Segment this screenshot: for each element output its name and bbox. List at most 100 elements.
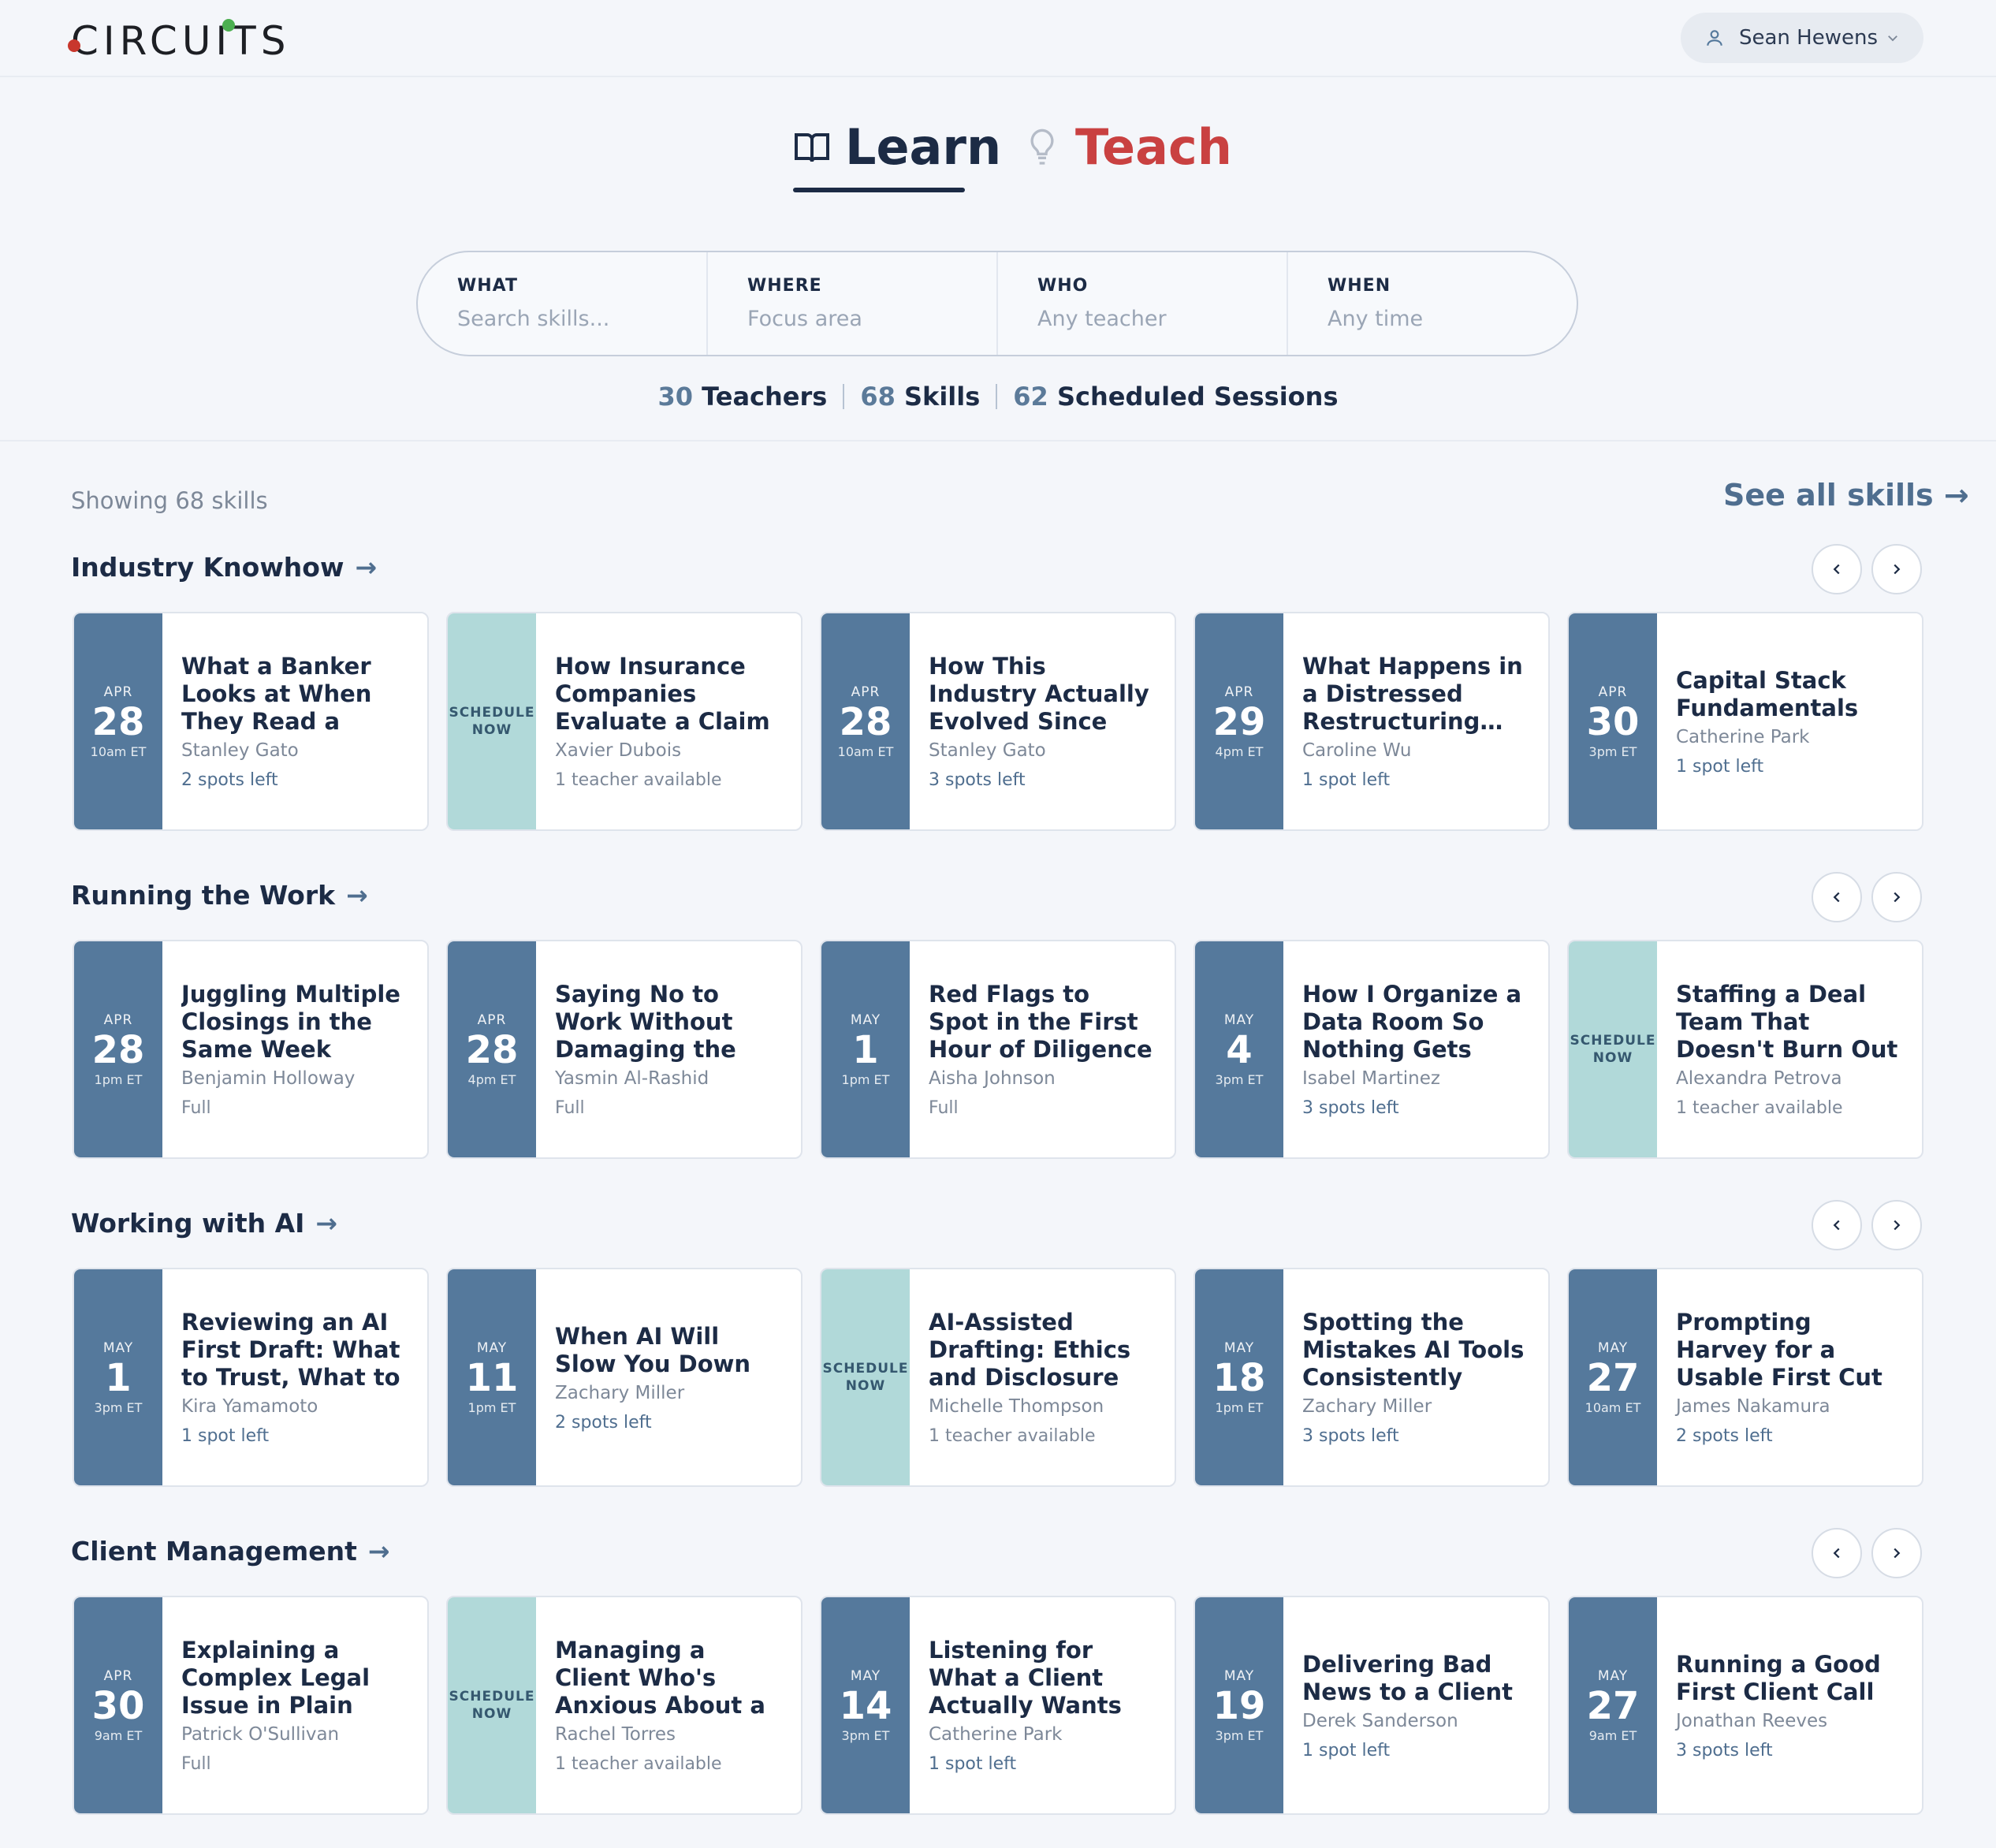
- active-tab-underline: [793, 188, 965, 192]
- card-availability: Full: [929, 1098, 959, 1118]
- date-day: 1: [105, 1355, 132, 1400]
- skill-card[interactable]: APR 28 1pm ET Juggling Multiple Closings in…: [73, 940, 429, 1159]
- skill-card[interactable]: MAY 1 3pm ET Reviewing an AI First Draft: W…: [73, 1268, 429, 1487]
- chevron-right-icon: [1894, 564, 1901, 575]
- logo[interactable]: CIRCUITS: [68, 17, 290, 65]
- search-where[interactable]: WHERE: [708, 252, 998, 355]
- section-title-label: Running the Work: [71, 880, 336, 911]
- chevron-left-icon: [1833, 892, 1840, 903]
- card-availability: 1 spot left: [929, 1754, 1017, 1774]
- skill-card[interactable]: APR 28 10am ET How This Industry Actually E…: [820, 612, 1176, 831]
- search-what[interactable]: WHAT: [418, 252, 708, 355]
- card-teacher: Michelle Thompson: [929, 1396, 1104, 1417]
- card-body: What a Banker Looks at When They Read a …: [162, 613, 427, 829]
- date-time: 10am ET: [1585, 1399, 1641, 1415]
- card-teacher: Zachary Miller: [555, 1382, 685, 1403]
- carousel-prev-button[interactable]: [1812, 872, 1862, 922]
- date-badge: APR 28 4pm ET: [448, 941, 536, 1157]
- date-time: 3pm ET: [1215, 1071, 1264, 1087]
- skill-card[interactable]: SCHEDULE NOW AI-Assisted Drafting: Ethics…: [820, 1268, 1176, 1487]
- date-month: MAY: [1597, 1667, 1629, 1684]
- skill-card[interactable]: APR 30 9am ET Explaining a Complex Legal Is…: [73, 1596, 429, 1815]
- skill-card[interactable]: APR 29 4pm ET What Happens in a Distressed …: [1194, 612, 1550, 831]
- chevron-left-icon: [1833, 1220, 1840, 1231]
- top-bar: CIRCUITS Sean Hewens: [0, 0, 1996, 77]
- date-day: 27: [1586, 1355, 1640, 1400]
- card-availability: 2 spots left: [181, 770, 278, 790]
- skill-card[interactable]: MAY 27 10am ET Prompting Harvey for a Usabl…: [1567, 1268, 1923, 1487]
- skill-card[interactable]: APR 28 4pm ET Saying No to Work Without Dam…: [446, 940, 802, 1159]
- section-title[interactable]: Client Management →: [71, 1536, 390, 1567]
- carousel-prev-button[interactable]: [1812, 544, 1862, 594]
- search-where-input[interactable]: [747, 307, 984, 331]
- date-month: APR: [1598, 684, 1628, 700]
- date-time: 4pm ET: [467, 1071, 516, 1087]
- section-title[interactable]: Running the Work →: [71, 880, 368, 911]
- skill-card[interactable]: APR 30 3pm ET Capital Stack Fundamentals Cat…: [1567, 612, 1923, 831]
- card-title: Delivering Bad News to a Client: [1302, 1650, 1513, 1705]
- card-teacher: Kira Yamamoto: [181, 1396, 318, 1417]
- date-badge: MAY 1 3pm ET: [74, 1269, 162, 1485]
- skill-card[interactable]: MAY 14 3pm ET Listening for What a Client A…: [820, 1596, 1176, 1815]
- schedule-now-label: SCHEDULE NOW: [449, 1689, 535, 1722]
- card-body: AI-Assisted Drafting: Ethics and Disclos…: [910, 1269, 1175, 1485]
- skill-card[interactable]: MAY 19 3pm ET Delivering Bad News to a Clie…: [1194, 1596, 1550, 1815]
- search-when[interactable]: WHEN: [1288, 252, 1577, 355]
- carousel-prev-button[interactable]: [1812, 1200, 1862, 1250]
- card-body: Managing a Client Who's Anxious About a …: [536, 1597, 801, 1813]
- card-availability: 1 spot left: [181, 1426, 270, 1446]
- skill-card[interactable]: SCHEDULE NOW Staffing a Deal Team That Do…: [1567, 940, 1923, 1159]
- search-who[interactable]: WHO: [998, 252, 1288, 355]
- arrow-right-icon: →: [315, 1208, 338, 1239]
- card-teacher: Alexandra Petrova: [1676, 1068, 1842, 1089]
- date-badge: APR 28 10am ET: [74, 613, 162, 829]
- skill-card[interactable]: MAY 4 3pm ET How I Organize a Data Room So …: [1194, 940, 1550, 1159]
- date-day: 18: [1212, 1355, 1266, 1400]
- chevron-right-icon: [1894, 1220, 1901, 1231]
- card-teacher: Catherine Park: [929, 1724, 1063, 1745]
- date-time: 3pm ET: [841, 1727, 890, 1743]
- date-badge: APR 29 4pm ET: [1195, 613, 1283, 829]
- search-who-input[interactable]: [1037, 307, 1274, 331]
- skill-card[interactable]: MAY 27 9am ET Running a Good First Client C…: [1567, 1596, 1923, 1815]
- section-title[interactable]: Industry Knowhow →: [71, 552, 377, 583]
- schedule-now-label: SCHEDULE NOW: [1570, 1033, 1656, 1066]
- skill-card[interactable]: APR 28 10am ET What a Banker Looks at When …: [73, 612, 429, 831]
- arrow-right-icon: →: [355, 552, 378, 583]
- carousel-next-button[interactable]: [1871, 872, 1922, 922]
- schedule-now-badge: SCHEDULE NOW: [448, 613, 536, 829]
- date-time: 1pm ET: [467, 1399, 516, 1415]
- card-title: Saying No to Work Without Damaging the R…: [555, 981, 736, 1063]
- tab-teach[interactable]: Teach: [1026, 118, 1232, 176]
- card-availability: Full: [181, 1098, 211, 1118]
- card-teacher: Rachel Torres: [555, 1724, 676, 1745]
- carousel-prev-button[interactable]: [1812, 1528, 1862, 1578]
- skill-card[interactable]: SCHEDULE NOW Managing a Client Who's Anxi…: [446, 1596, 802, 1815]
- date-time: 3pm ET: [94, 1399, 143, 1415]
- sessions-label: Scheduled Sessions: [1056, 382, 1339, 412]
- carousel-next-button[interactable]: [1871, 1528, 1922, 1578]
- user-menu-button[interactable]: Sean Hewens: [1681, 13, 1923, 63]
- skill-card[interactable]: MAY 18 1pm ET Spotting the Mistakes AI Tool…: [1194, 1268, 1550, 1487]
- see-all-skills-link[interactable]: See all skills →: [1723, 478, 1969, 512]
- card-title: How I Organize a Data Room So Nothing Ge…: [1302, 981, 1522, 1063]
- tab-learn[interactable]: Learn: [793, 118, 1001, 176]
- card-title: What Happens in a Distressed Restructuri…: [1302, 653, 1523, 735]
- skill-card[interactable]: MAY 11 1pm ET When AI Will Slow You Down Zac…: [446, 1268, 802, 1487]
- card-body: Prompting Harvey for a Usable First Cut J…: [1657, 1269, 1922, 1485]
- tab-teach-label: Teach: [1075, 118, 1232, 176]
- card-availability: 1 teacher available: [929, 1426, 1096, 1446]
- carousel-next-button[interactable]: [1871, 1200, 1922, 1250]
- section-title[interactable]: Working with AI →: [71, 1208, 337, 1239]
- carousel-next-button[interactable]: [1871, 544, 1922, 594]
- skill-card[interactable]: SCHEDULE NOW How Insurance Companies Eval…: [446, 612, 802, 831]
- date-day: 11: [465, 1355, 519, 1400]
- card-title: Running a Good First Client Call: [1676, 1650, 1881, 1705]
- skill-card[interactable]: MAY 1 1pm ET Red Flags to Spot in the First…: [820, 940, 1176, 1159]
- card-teacher: Benjamin Holloway: [181, 1068, 356, 1089]
- card-teacher: Isabel Martinez: [1302, 1068, 1440, 1089]
- date-month: APR: [477, 1012, 507, 1028]
- search-when-input[interactable]: [1328, 307, 1564, 331]
- card-teacher: James Nakamura: [1676, 1396, 1830, 1417]
- search-what-input[interactable]: [457, 307, 694, 331]
